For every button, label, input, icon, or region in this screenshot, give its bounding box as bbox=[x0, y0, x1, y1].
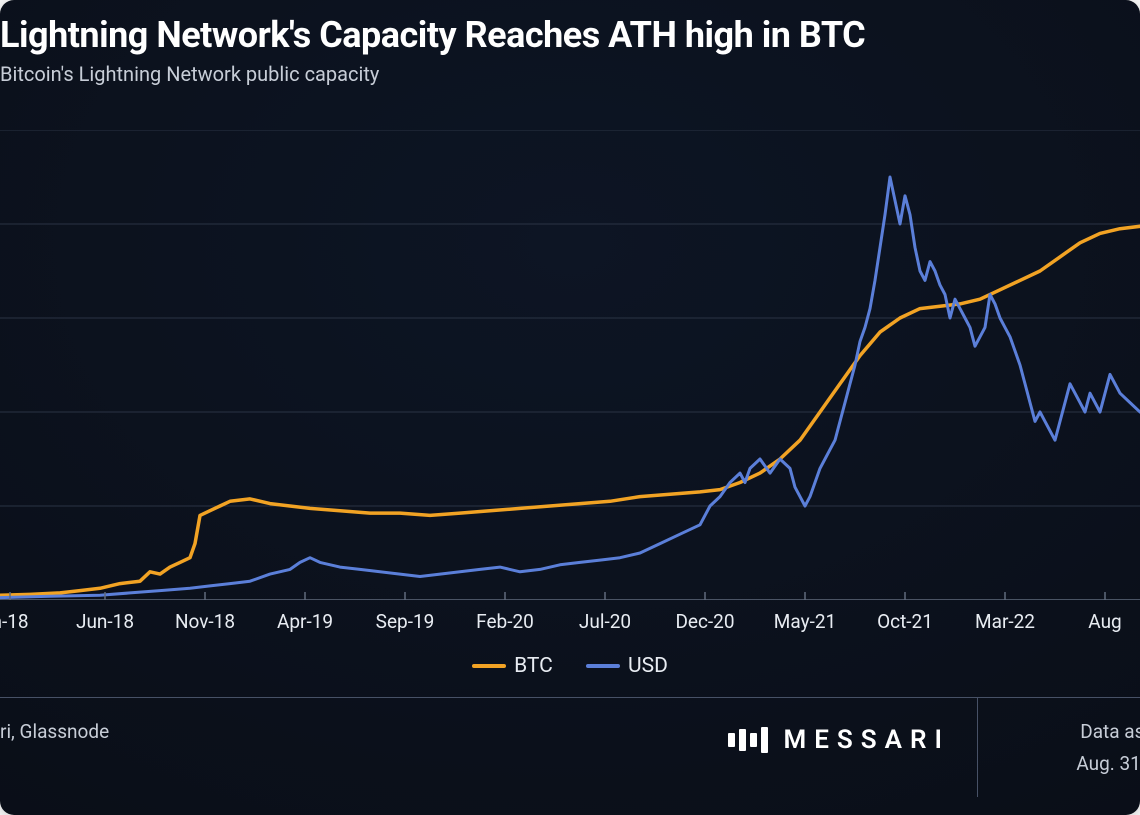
legend-swatch-usd bbox=[586, 664, 620, 668]
footer-date-label: Data as o bbox=[1080, 720, 1140, 743]
brand-logo: MESSARI bbox=[728, 725, 951, 755]
x-tick-label: Oct-21 bbox=[877, 610, 933, 633]
x-tick-label: Apr-19 bbox=[277, 610, 333, 633]
x-tick-label: Dec-20 bbox=[675, 610, 734, 633]
legend-item-usd: USD bbox=[586, 654, 668, 678]
chart-card: Lightning Network's Capacity Reaches ATH… bbox=[0, 0, 1140, 815]
legend-item-btc: BTC bbox=[472, 654, 553, 678]
x-tick-label: Feb-20 bbox=[476, 610, 534, 633]
x-tick-label: Jul-20 bbox=[579, 610, 631, 633]
x-tick-label: Mar-22 bbox=[975, 610, 1035, 633]
series-line-usd bbox=[0, 177, 1140, 598]
x-tick-label: Sep-19 bbox=[376, 610, 435, 633]
legend-label-usd: USD bbox=[628, 654, 668, 678]
legend-label-btc: BTC bbox=[514, 654, 553, 678]
chart-title: Lightning Network's Capacity Reaches ATH… bbox=[0, 14, 865, 56]
chart-legend: BTC USD bbox=[0, 650, 1140, 678]
brand-text: MESSARI bbox=[784, 725, 951, 755]
x-tick-label: May-21 bbox=[774, 610, 836, 633]
footer-vertical-divider bbox=[977, 697, 978, 797]
footer-date-value: Aug. 31, 2 bbox=[1076, 752, 1140, 775]
footer-divider bbox=[0, 697, 1140, 698]
x-tick-label: Aug bbox=[1088, 610, 1121, 633]
chart-plot bbox=[0, 130, 1140, 600]
x-tick-label: n-18 bbox=[0, 610, 29, 633]
x-tick-label: Nov-18 bbox=[175, 610, 235, 633]
x-axis-labels: n-18 Jun-18 Nov-18 Apr-19 Sep-19 Feb-20 Jul-20… bbox=[0, 610, 1140, 640]
footer-sources: ri, Glassnode bbox=[0, 720, 109, 743]
x-tick-label: Jun-18 bbox=[76, 610, 134, 633]
messari-icon bbox=[728, 727, 772, 753]
legend-swatch-btc bbox=[472, 664, 506, 668]
series-line-btc bbox=[0, 226, 1140, 595]
chart-subtitle: Bitcoin's Lightning Network public capac… bbox=[0, 62, 379, 86]
